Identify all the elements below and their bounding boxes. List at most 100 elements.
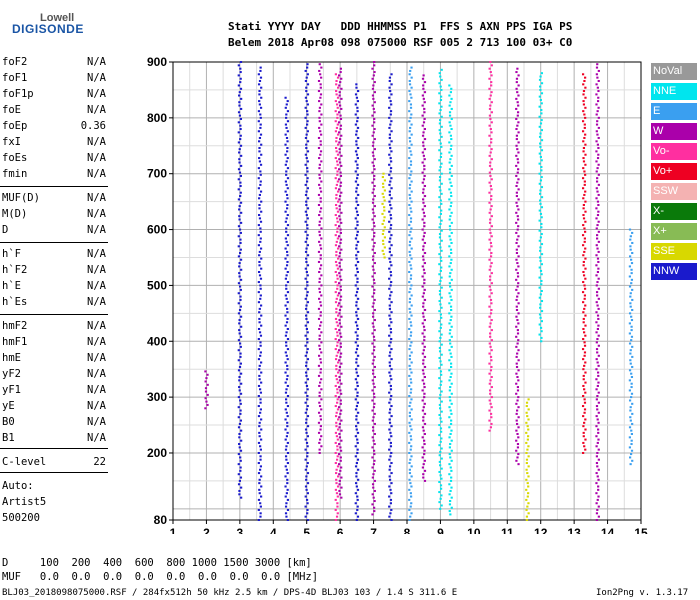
echo-mark xyxy=(285,468,288,471)
echo-mark xyxy=(284,485,287,488)
echo-mark xyxy=(448,265,451,268)
param-label: B1 xyxy=(2,432,15,444)
echo-mark xyxy=(240,496,243,499)
echo-mark xyxy=(450,419,453,422)
echo-mark xyxy=(305,247,308,250)
echo-mark xyxy=(320,435,323,438)
echo-mark xyxy=(388,86,391,89)
x-tick-label: 7 xyxy=(370,526,377,534)
echo-mark xyxy=(285,492,288,495)
echo-mark xyxy=(488,409,491,412)
echo-mark xyxy=(372,74,375,77)
echo-mark xyxy=(595,368,598,371)
echo-mark xyxy=(339,456,342,459)
echo-mark xyxy=(389,351,392,354)
echo-mark xyxy=(423,376,426,379)
echo-mark xyxy=(515,241,518,244)
echo-mark xyxy=(356,317,360,320)
echo-mark xyxy=(285,354,288,357)
echo-mark xyxy=(423,278,426,281)
echo-mark xyxy=(388,76,392,79)
echo-mark xyxy=(286,140,289,143)
echo-mark xyxy=(540,216,543,219)
echo-mark xyxy=(306,83,310,86)
echo-mark xyxy=(595,187,598,190)
echo-mark xyxy=(421,228,424,231)
echo-mark xyxy=(306,378,310,381)
echo-mark xyxy=(584,76,587,79)
echo-mark xyxy=(450,486,453,489)
echo-mark xyxy=(596,508,599,511)
echo-mark xyxy=(306,66,309,69)
echo-mark xyxy=(596,190,599,193)
echo-mark xyxy=(258,317,261,320)
echo-mark xyxy=(336,388,339,391)
echo-mark xyxy=(284,475,287,478)
echo-mark xyxy=(439,507,442,510)
echo-mark xyxy=(539,246,542,249)
echo-mark xyxy=(354,217,357,220)
echo-mark xyxy=(390,281,393,284)
echo-mark xyxy=(409,425,412,428)
echo-mark xyxy=(423,453,426,456)
echo-mark xyxy=(388,401,391,404)
echo-mark xyxy=(595,472,598,475)
echo-mark xyxy=(423,225,426,228)
echo-mark xyxy=(423,396,426,399)
echo-mark xyxy=(356,100,360,103)
echo-mark xyxy=(285,264,289,267)
echo-mark xyxy=(584,133,587,136)
echo-mark xyxy=(450,382,453,385)
echo-mark xyxy=(340,476,343,479)
echo-mark xyxy=(631,422,634,425)
echo-mark xyxy=(305,260,308,263)
echo-mark xyxy=(306,160,309,163)
echo-mark xyxy=(284,334,288,337)
echo-mark xyxy=(517,235,520,238)
echo-mark xyxy=(489,288,492,291)
echo-mark xyxy=(334,431,338,434)
echo-mark xyxy=(421,238,424,241)
echo-mark xyxy=(318,287,321,290)
echo-mark xyxy=(355,153,359,156)
echo-mark xyxy=(285,287,288,290)
echo-mark xyxy=(489,161,492,164)
echo-mark xyxy=(631,412,634,415)
echo-mark xyxy=(356,395,359,398)
legend-item: SSW xyxy=(651,183,697,200)
echo-mark xyxy=(340,87,343,90)
echo-mark xyxy=(340,335,343,338)
echo-mark xyxy=(239,77,242,80)
echo-mark xyxy=(371,503,374,506)
echo-mark xyxy=(540,206,544,209)
echo-mark xyxy=(516,329,519,332)
echo-mark xyxy=(372,359,375,362)
echo-mark xyxy=(338,379,341,382)
echo-mark xyxy=(285,445,288,448)
echo-mark xyxy=(515,278,518,281)
echo-mark xyxy=(517,225,520,228)
echo-mark xyxy=(371,218,374,221)
echo-mark xyxy=(409,163,413,166)
separator xyxy=(0,242,108,243)
header-row-values: Belem 2018 Apr08 098 075000 RSF 005 2 71… xyxy=(228,36,573,49)
echo-mark xyxy=(257,519,260,521)
y-tick-label: 80 xyxy=(154,513,168,527)
echo-mark xyxy=(489,71,492,74)
echo-mark xyxy=(448,151,451,154)
echo-mark xyxy=(336,314,340,317)
echo-mark xyxy=(318,163,321,166)
echo-mark xyxy=(356,240,360,243)
echo-mark xyxy=(336,361,340,364)
echo-mark xyxy=(334,281,337,284)
echo-mark xyxy=(423,148,427,151)
echo-mark xyxy=(516,228,519,231)
echo-mark xyxy=(440,333,443,336)
echo-mark xyxy=(628,312,632,315)
echo-mark xyxy=(450,308,453,311)
echo-mark xyxy=(356,441,359,444)
echo-mark xyxy=(421,369,425,372)
echo-mark xyxy=(584,116,587,119)
logo-lowell: Lowell xyxy=(40,12,75,24)
echo-mark xyxy=(356,116,359,119)
